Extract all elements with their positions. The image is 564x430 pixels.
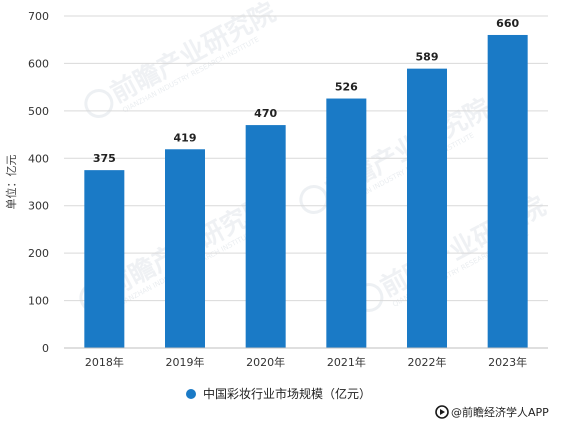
- legend-marker: [186, 389, 196, 399]
- x-tick-label: 2023年: [488, 355, 527, 369]
- data-label: 375: [93, 152, 116, 165]
- bar-2020年: [245, 125, 286, 348]
- data-labels: 375 419 470 526 589 660: [93, 17, 520, 165]
- qianzhan-logo-icon: [435, 405, 449, 419]
- y-axis-label: 单位：亿元: [4, 155, 18, 210]
- y-tick-label: 100: [28, 295, 49, 308]
- y-tick-label: 400: [28, 152, 49, 165]
- x-axis-ticks: 2018年 2019年 2020年 2021年 2022年 2023年: [85, 355, 527, 369]
- credit: @前瞻经济学人APP: [435, 405, 549, 419]
- legend-label: 中国彩妆行业市场规模（亿元）: [203, 386, 371, 401]
- bar-2018年: [84, 170, 125, 348]
- y-tick-label: 700: [28, 10, 49, 23]
- y-axis-ticks: 0 100 200 300 400 500 600 700: [28, 10, 49, 355]
- y-tick-label: 300: [28, 200, 49, 213]
- bar-2022年: [407, 68, 447, 348]
- legend: 中国彩妆行业市场规模（亿元）: [186, 386, 371, 401]
- x-tick-label: 2022年: [408, 355, 447, 369]
- x-tick-label: 2018年: [85, 355, 124, 369]
- bars: [84, 34, 528, 348]
- data-label: 470: [254, 107, 277, 120]
- y-tick-label: 600: [28, 57, 49, 70]
- credit-text: @前瞻经济学人APP: [451, 405, 549, 419]
- y-tick-label: 500: [28, 105, 49, 118]
- x-tick-label: 2021年: [327, 355, 366, 369]
- x-tick-label: 2020年: [246, 355, 285, 369]
- data-label: 660: [496, 17, 519, 30]
- y-tick-label: 0: [42, 342, 49, 355]
- bar-2021年: [326, 98, 367, 348]
- data-label: 526: [335, 81, 358, 94]
- y-tick-label: 200: [28, 247, 49, 260]
- x-tick-label: 2019年: [166, 355, 205, 369]
- data-label: 589: [416, 51, 439, 64]
- bar-2023年: [487, 34, 528, 348]
- bar-2019年: [165, 149, 205, 348]
- gridlines: [64, 15, 548, 302]
- data-label: 419: [174, 131, 197, 144]
